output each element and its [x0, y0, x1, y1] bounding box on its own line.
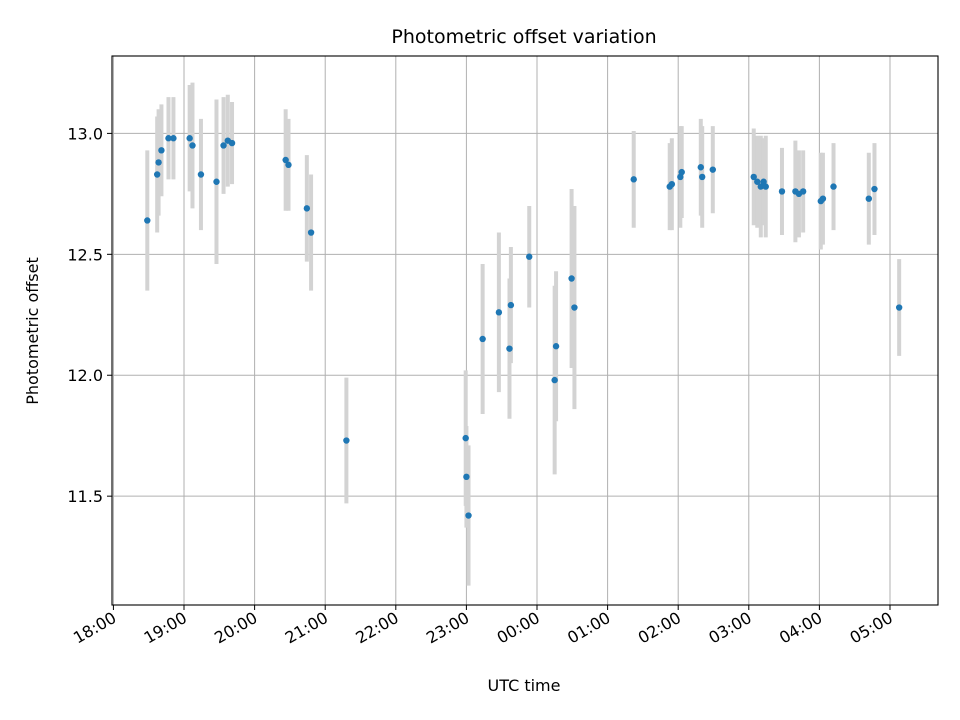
data-point	[303, 205, 311, 212]
x-tick-label: 02:00	[635, 608, 684, 648]
x-tick-label: 22:00	[352, 608, 401, 648]
data-point	[189, 142, 196, 149]
plot-frame	[111, 55, 939, 606]
data-point	[285, 161, 292, 169]
data-point	[677, 173, 684, 181]
data-point	[462, 434, 469, 442]
x-axis-ticks: 18:00 19:00 20:00 21:00 22:00 23:00 00:00 01:00…	[70, 605, 896, 648]
data-point	[465, 512, 472, 519]
data-point	[819, 195, 827, 202]
data-point	[799, 188, 807, 195]
x-tick-label: 04:00	[776, 608, 825, 648]
data-point	[506, 345, 513, 352]
data-point	[213, 178, 220, 185]
x-tick-label: 18:00	[70, 608, 119, 648]
data-point	[865, 195, 873, 202]
data-point	[220, 142, 227, 149]
x-tick-label: 21:00	[282, 608, 331, 648]
y-axis-ticks: 11.5 12.0 12.5 13.0	[67, 124, 112, 506]
chart-title: Photometric offset variation	[391, 26, 656, 48]
y-tick-label: 13.0	[67, 124, 103, 143]
x-tick-label: 03:00	[705, 608, 754, 648]
x-tick-label: 20:00	[211, 608, 260, 648]
x-tick-label: 05:00	[847, 608, 896, 648]
data-point	[526, 253, 533, 260]
data-point	[760, 178, 767, 185]
data-point	[479, 335, 486, 343]
data-point	[668, 180, 676, 188]
data-point	[155, 159, 162, 166]
y-tick-label: 12.5	[67, 245, 103, 264]
x-tick-label: 23:00	[423, 608, 472, 648]
data-point	[186, 135, 193, 142]
data-point	[757, 183, 764, 190]
data-point	[754, 178, 761, 185]
x-tick-label: 01:00	[564, 608, 613, 648]
data-point	[153, 171, 161, 178]
x-tick-label: 00:00	[494, 608, 543, 648]
data-point	[170, 135, 177, 142]
y-axis-title: Photometric offset	[23, 257, 42, 405]
data-point	[165, 135, 172, 142]
data-point	[228, 139, 236, 147]
y-tick-label: 11.5	[67, 487, 103, 506]
data-point	[463, 473, 470, 481]
data-point	[282, 156, 289, 164]
data-point	[830, 183, 837, 190]
data-point	[709, 166, 716, 173]
data-point	[307, 229, 315, 236]
data-point	[762, 183, 769, 190]
data-point	[144, 217, 151, 224]
data-point	[495, 309, 503, 316]
grid	[112, 56, 938, 605]
x-tick-label: 19:00	[141, 608, 190, 648]
data-point	[699, 173, 706, 181]
data-point	[778, 188, 786, 195]
data-point	[697, 164, 704, 171]
data-point	[343, 437, 350, 444]
data-point	[571, 304, 578, 311]
x-axis-title: UTC time	[488, 676, 561, 695]
error-bars	[145, 82, 902, 586]
data-point	[871, 185, 878, 193]
data-point	[895, 304, 903, 311]
data-point	[630, 176, 637, 183]
data-point	[750, 173, 757, 181]
data-point	[552, 343, 560, 350]
y-tick-label: 12.0	[67, 366, 103, 385]
data-point	[507, 301, 515, 309]
data-point	[678, 168, 685, 176]
data-point	[551, 376, 558, 384]
data-point	[158, 147, 165, 154]
data-point	[568, 275, 575, 282]
data-point	[197, 171, 205, 178]
data-points	[144, 135, 903, 519]
